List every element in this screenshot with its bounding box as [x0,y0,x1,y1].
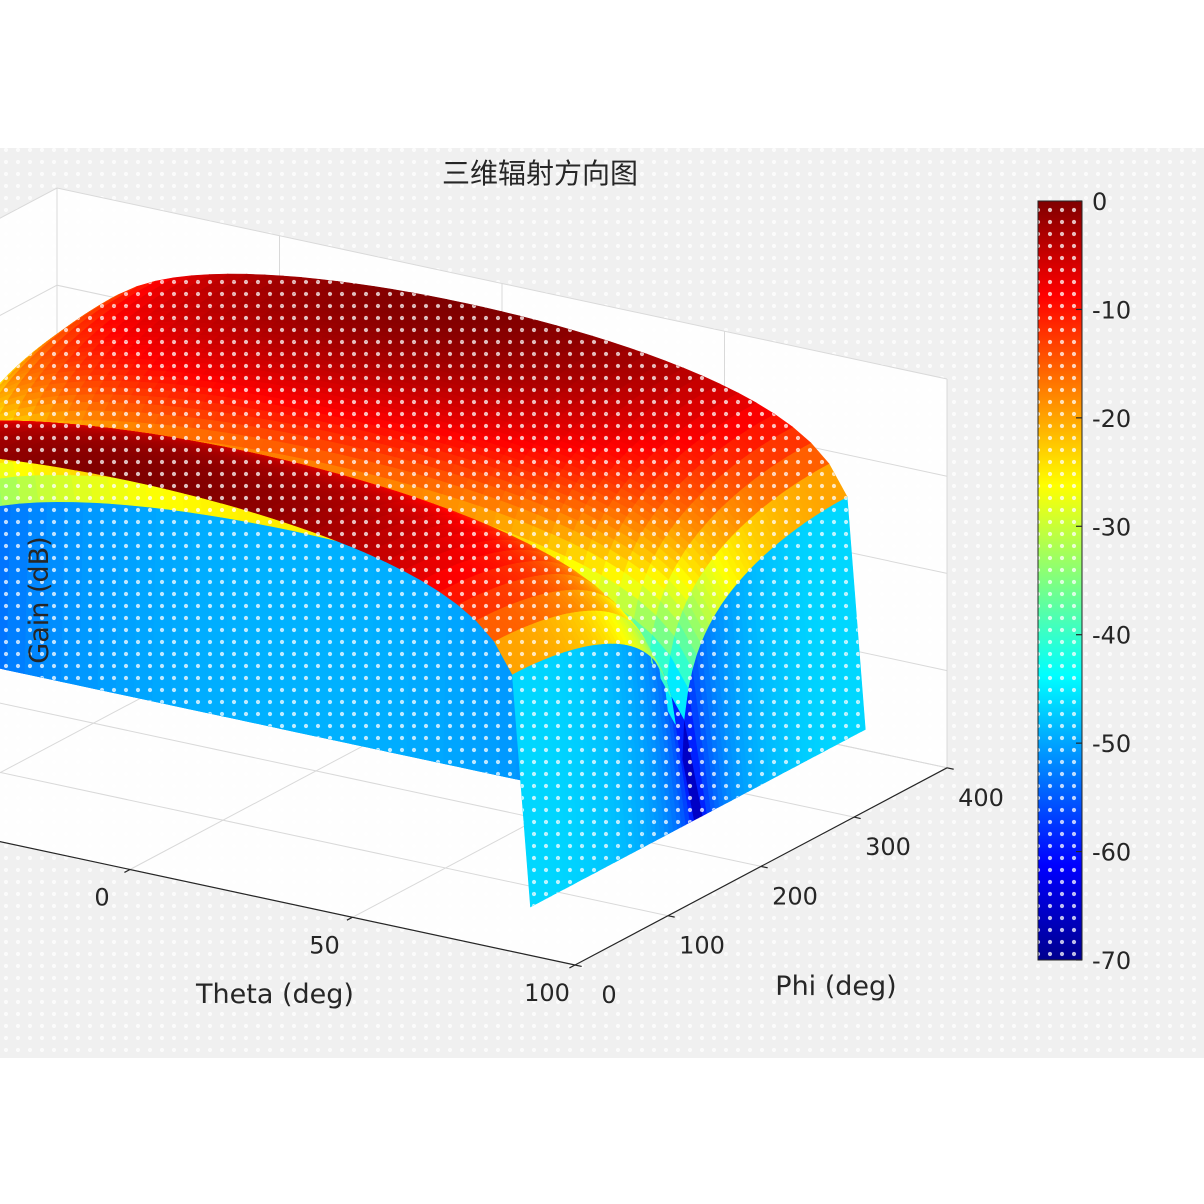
y-tick-mark [574,964,582,968]
y-tick-mark [667,915,675,918]
y-tick-mark [760,865,768,869]
colorbar-tick-label: 0 [1092,188,1107,216]
colorbar-tick-label: -50 [1092,730,1131,758]
chart-title: 三维辐射方向图 [442,157,638,190]
colorbar-tick-label: -60 [1092,839,1131,867]
x-tick-label: 0 [94,884,109,912]
y-tick-label: 300 [865,833,911,861]
colorbar-tick-label: -40 [1092,622,1131,650]
colorbar-frame [1037,200,1083,961]
colorbar: 0 -10 -20 -30 -40 -50 -60 -70 [1037,188,1131,975]
x-tick-mark [346,916,353,921]
colorbar-tick-label: -30 [1092,513,1131,541]
y-tick-label: 400 [958,784,1004,812]
grid-line-phi [0,702,762,867]
colorbar-ticks: 0 -10 -20 -30 -40 -50 -60 -70 [1076,188,1131,975]
x-tick-label: 50 [309,931,340,959]
grid-line-phi [0,771,669,917]
x-tick-mark [569,964,576,969]
colorbar-tick-label: -20 [1092,405,1131,433]
grid-line-gain [0,187,948,380]
colorbar-tick-label: -10 [1092,296,1131,324]
y-axis-label: Phi (deg) [775,971,896,1002]
axis-ticks: -100-500501000100200300400-80-60-40-200 [94,767,1004,1009]
y-tick-mark [946,767,954,770]
colorbar-tick-label: -70 [1092,947,1131,975]
colorbar-dots [1038,201,1082,960]
y-tick-label: 0 [601,981,616,1009]
x-tick-label: 100 [524,979,570,1007]
y-tick-label: 200 [772,882,818,910]
z-axis-label: Gain (dB) [24,536,55,663]
y-tick-mark [853,816,861,820]
y-tick-label: 100 [679,932,725,960]
x-tick-mark [124,868,131,873]
x-axis-label: Theta (deg) [195,979,354,1010]
